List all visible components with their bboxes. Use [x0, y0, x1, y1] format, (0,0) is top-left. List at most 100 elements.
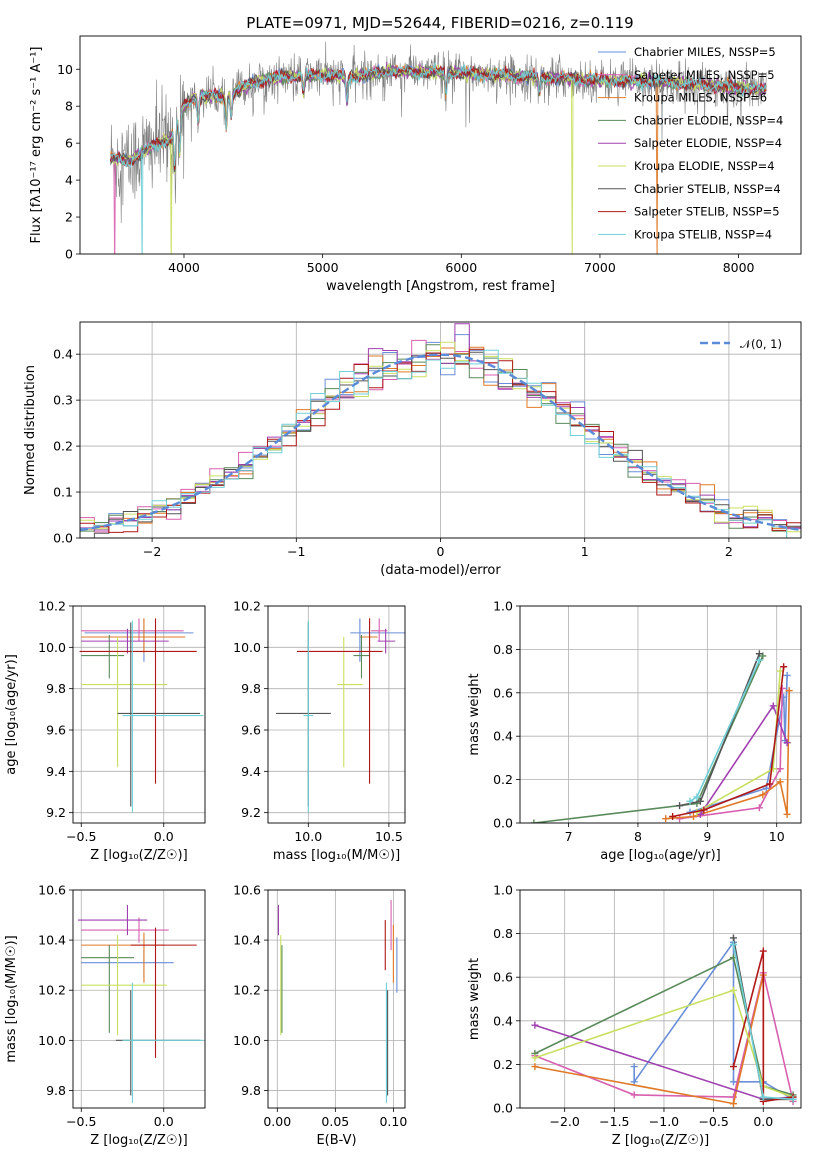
- y-tick-label: 10.0: [233, 640, 261, 655]
- y-tick-label: 9.8: [46, 681, 66, 696]
- legend-entry: Kroupa STELIB, NSSP=4: [634, 227, 772, 241]
- x-tick-label: 7000: [584, 260, 616, 275]
- weight-marker: [729, 1100, 737, 1108]
- weight-marker: [789, 1095, 797, 1103]
- weight-marker: [729, 941, 737, 948]
- weight-marker: [676, 815, 684, 823]
- weight-marker: [755, 656, 763, 664]
- y-tick-label: 4: [65, 173, 73, 188]
- weight-marker: [689, 812, 697, 820]
- y-tick-label: 8: [65, 99, 73, 114]
- y-tick-label: 0.6: [493, 685, 513, 700]
- histogram-salpeter-elodie: [80, 323, 801, 531]
- weight-marker: [783, 671, 791, 679]
- y-axis-label: Flux [fλ10⁻¹⁷ erg cm⁻² s⁻¹ A⁻¹]: [29, 47, 44, 244]
- weight-marker: [729, 934, 737, 942]
- weight-line-salpeter-stelib: [672, 666, 785, 818]
- x-tick-label: 10: [769, 829, 785, 844]
- y-tick-label: 0.4: [493, 729, 513, 744]
- weight-marker: [759, 791, 767, 799]
- spectrum-legend: Chabrier MILES, NSSP=5 Salpeter MILES, NS…: [598, 45, 783, 241]
- x-tick-label: −0.5: [66, 829, 96, 844]
- y-tick-label: 0.2: [53, 439, 73, 454]
- x-tick-label: 0.0: [154, 829, 174, 844]
- axes-frame: [72, 889, 206, 1109]
- weight-marker: [630, 1063, 638, 1071]
- weight-line-salpeter-stelib: [732, 950, 794, 1103]
- weight-line-kroupa-miles: [665, 690, 790, 820]
- x-axis-label: (data-model)/error: [380, 563, 501, 578]
- weight-marker: [630, 1091, 638, 1099]
- y-tick-label: 10: [57, 62, 73, 77]
- model-line-kroupa-stelib: [110, 62, 767, 254]
- plot-area: [277, 900, 398, 1103]
- weight-marker: [700, 806, 708, 814]
- x-tick-label: 0.10: [379, 1114, 407, 1129]
- weight-marker: [766, 780, 774, 788]
- legend-entry: Chabrier MILES, NSSP=5: [634, 45, 776, 59]
- weight-marker: [530, 819, 538, 823]
- x-tick-label: 9: [703, 829, 711, 844]
- panel-mass-vs-EBV: 0.00 0.05 0.10 9.8 10.0 10.2 10.4 10.6 E(B-V): [233, 883, 407, 1149]
- weight-marker: [531, 1054, 539, 1062]
- y-tick-label: 9.6: [241, 723, 261, 738]
- y-tick-label: 10.4: [38, 933, 66, 948]
- x-tick-label: 6000: [445, 260, 477, 275]
- residual-legend: 𝒩(0, 1): [700, 337, 782, 351]
- panel-weight-vs-age: 7 8 9 10 0.0 0.2 0.4 0.6 0.8 1.0 age [log₁₀(age/yr…: [467, 599, 802, 863]
- weight-marker: [759, 947, 767, 955]
- legend-entry: Kroupa ELODIE, NSSP=4: [634, 159, 775, 173]
- x-axis-label: wavelength [Angstrom, rest frame]: [326, 279, 555, 294]
- x-tick-label: 2: [725, 544, 733, 559]
- x-tick-label: 10.0: [294, 829, 322, 844]
- plot-area: [80, 323, 801, 538]
- x-axis-label: Z [log₁₀(Z/Z☉)]: [90, 848, 187, 863]
- x-tick-label: 7: [565, 829, 573, 844]
- weight-marker: [755, 804, 763, 812]
- weight-marker: [769, 702, 777, 710]
- weight-marker: [783, 810, 791, 818]
- panel-weight-vs-Z: −2.0 −1.5 −1.0 −0.5 0.0 0.0 0.2 0.4 0.6 0.8 1.0 Z […: [467, 883, 802, 1148]
- weight-marker: [693, 793, 701, 801]
- panel-spectrum: 4000 5000 6000 7000 8000 0 2 4 6 8 10 wavelength [A…: [29, 35, 802, 294]
- x-tick-label: 8000: [723, 260, 755, 275]
- panel-residuals: −2 −1 0 1 2 0.0 0.1 0.2 0.3 0.4 (data-model)/error…: [23, 321, 802, 578]
- y-tick-label: 0.6: [493, 970, 513, 985]
- axes-frame: [267, 605, 406, 824]
- y-tick-label: 2: [65, 210, 73, 225]
- plot-area: [79, 618, 204, 813]
- weight-line-kroupa-stelib: [689, 659, 761, 802]
- x-tick-label: 0.00: [263, 1114, 291, 1129]
- weight-marker: [696, 797, 704, 805]
- x-tick-label: 0.0: [154, 1114, 174, 1129]
- x-tick-label: −0.5: [698, 1114, 728, 1129]
- y-tick-label: 9.8: [241, 681, 261, 696]
- y-tick-label: 0.0: [53, 531, 73, 546]
- y-tick-label: 0.8: [493, 642, 513, 657]
- weight-marker: [776, 765, 784, 773]
- y-tick-label: 10.2: [38, 599, 66, 614]
- histogram-kroupa-elodie: [80, 341, 801, 533]
- x-tick-label: 5000: [307, 260, 339, 275]
- legend-entry: Chabrier STELIB, NSSP=4: [634, 182, 781, 196]
- y-tick-label: 9.4: [46, 764, 66, 779]
- y-tick-label: 1.0: [493, 883, 513, 898]
- weight-marker: [531, 1063, 539, 1071]
- panel-age-vs-Z: −0.5 0.0 9.2 9.4 9.6 9.8 10.0 10.2 Z [log₁₀(Z/Z☉…: [4, 599, 206, 863]
- y-tick-label: 10.2: [233, 983, 261, 998]
- weight-marker: [662, 815, 670, 823]
- y-tick-label: 10.2: [233, 599, 261, 614]
- x-tick-label: −2: [143, 544, 161, 559]
- y-tick-label: 10.6: [233, 883, 261, 898]
- weight-marker: [778, 684, 786, 692]
- axes-frame: [519, 605, 802, 824]
- y-tick-label: 1.0: [493, 599, 513, 614]
- histogram-chabrier-stelib: [80, 351, 801, 538]
- weight-marker: [755, 650, 763, 658]
- weight-marker: [729, 1063, 737, 1071]
- y-tick-label: 0.2: [493, 1057, 513, 1072]
- weight-marker: [630, 1078, 638, 1086]
- weight-marker: [776, 778, 784, 786]
- y-tick-label: 9.8: [46, 1083, 66, 1098]
